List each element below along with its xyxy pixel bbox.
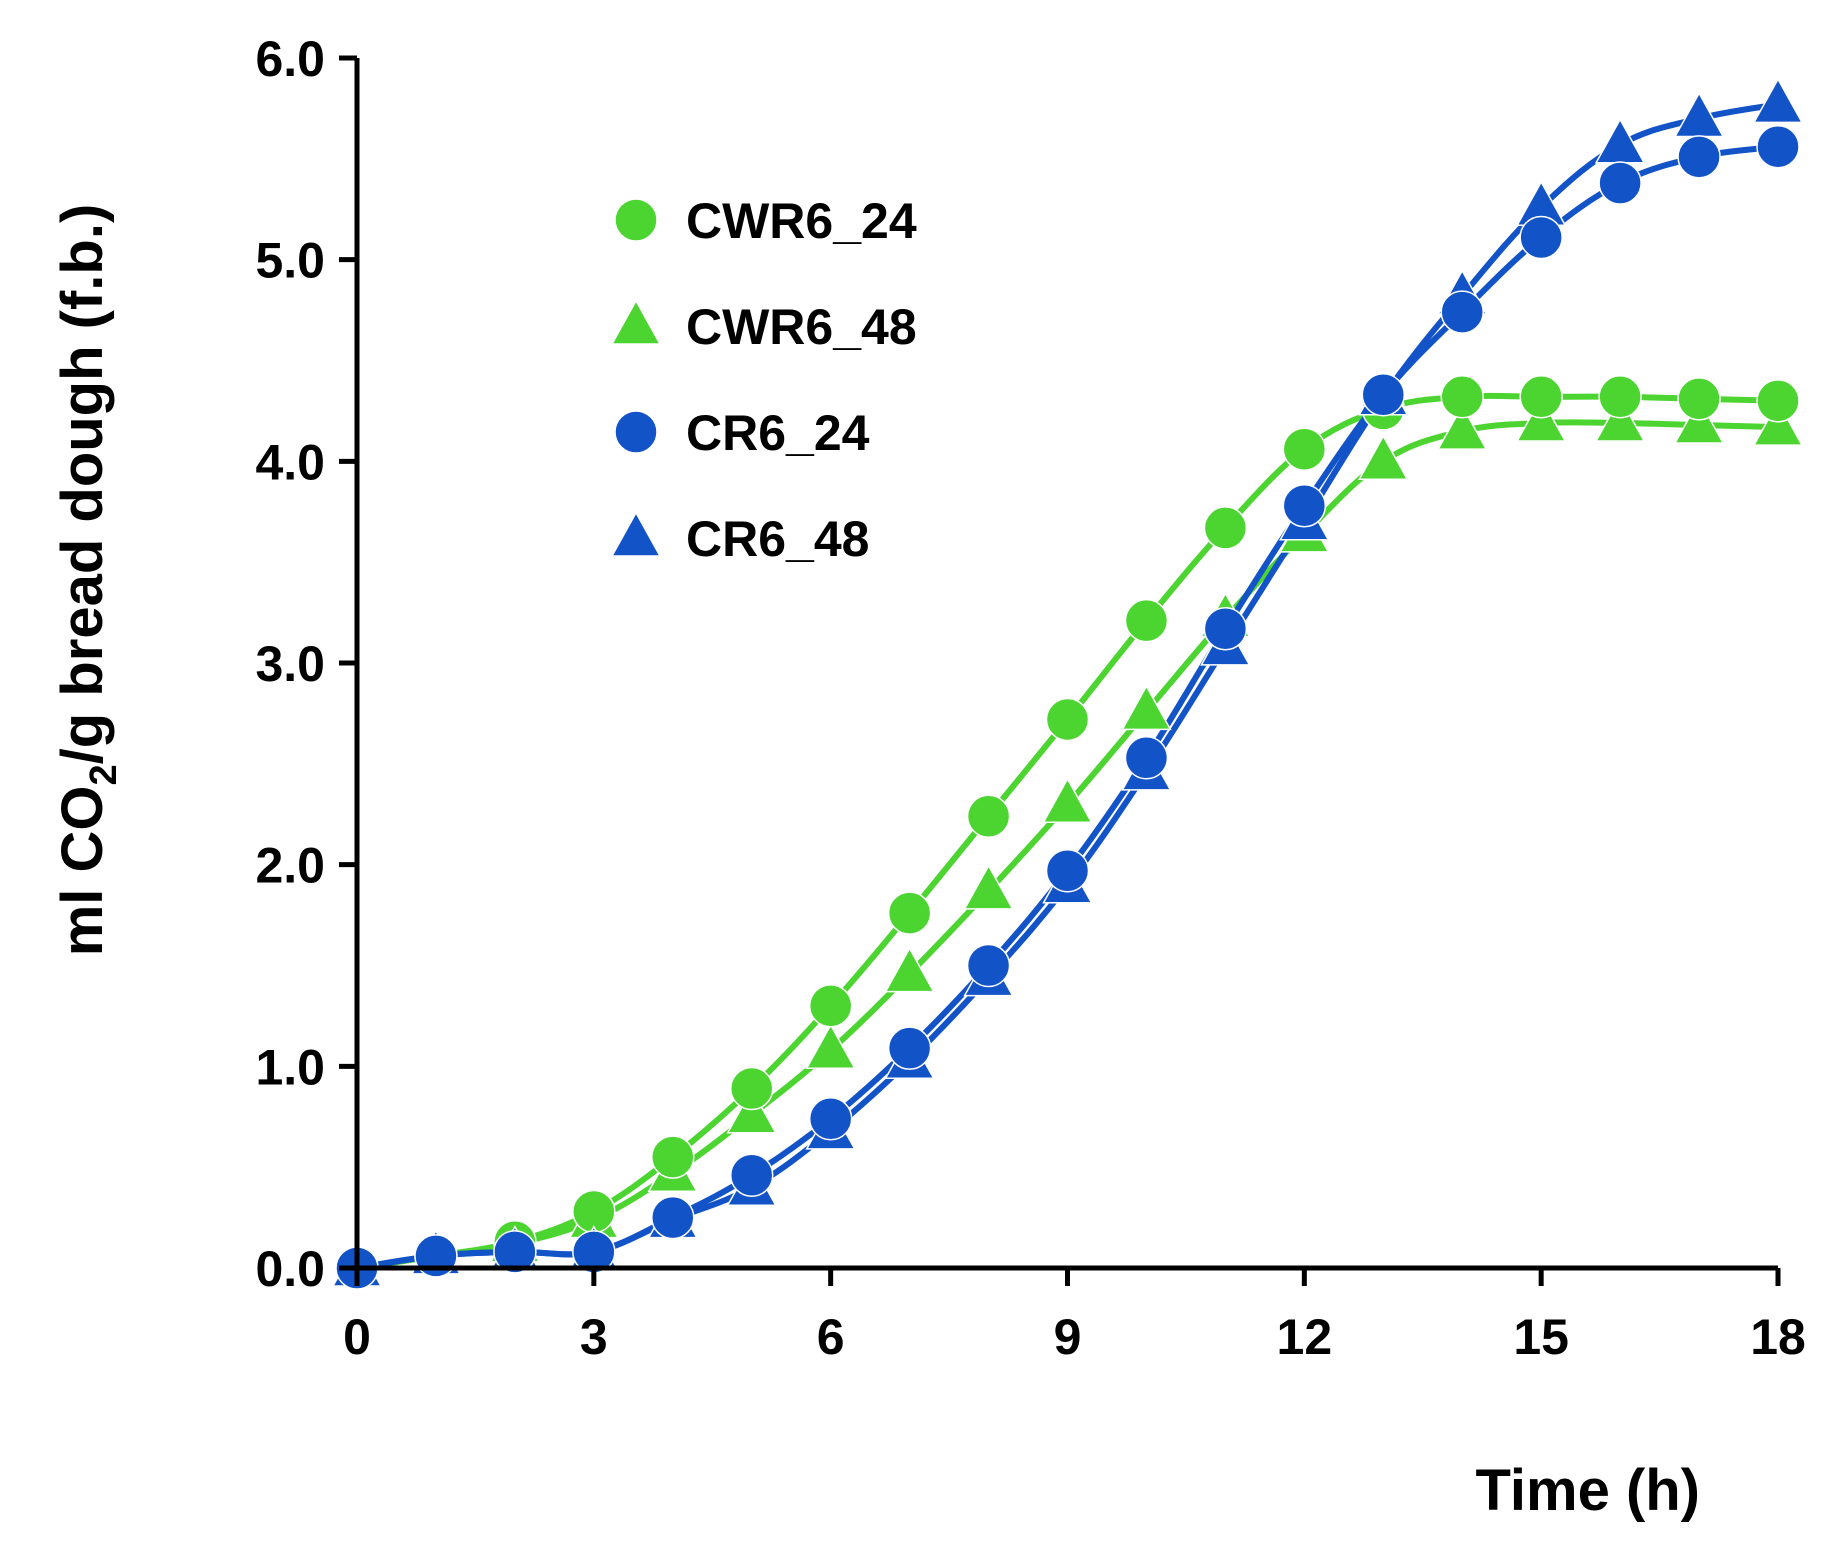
data-point-cr6-24-11 — [1203, 606, 1248, 651]
data-point-cwr6-48-13 — [1358, 434, 1409, 481]
legend-marker-cwr6-48 — [610, 299, 662, 345]
x-tick-label: 6 — [817, 1309, 845, 1365]
data-point-cwr6-48-8 — [963, 864, 1014, 910]
data-point-cwr6-24-4 — [651, 1135, 695, 1179]
x-axis-title: Time (h) — [1476, 1458, 1701, 1523]
data-point-cwr6-48-15 — [1515, 396, 1567, 442]
legend-label-cr6-48: CR6_48 — [686, 511, 869, 567]
series-line-cwr6-48 — [356, 419, 1779, 1271]
data-point-cwr6-48-9 — [1042, 777, 1093, 823]
data-point-cr6-48-16 — [1594, 117, 1646, 164]
data-point-cwr6-48-18 — [1752, 400, 1804, 446]
x-tick-label: 0 — [343, 1309, 371, 1365]
data-point-cr6-24-7 — [887, 1026, 932, 1070]
series-line-cr6-48 — [356, 101, 1779, 1271]
data-point-cwr6-24-15 — [1519, 375, 1563, 419]
data-point-cwr6-24-12 — [1282, 427, 1327, 471]
data-point-cwr6-24-11 — [1203, 506, 1248, 550]
data-point-cr6-24-14 — [1440, 290, 1484, 334]
y-axis-title-before: ml CO — [50, 785, 115, 956]
data-point-cwr6-24-10 — [1124, 598, 1169, 643]
y-tick-label: 5.0 — [255, 233, 325, 289]
x-tick-label: 9 — [1054, 1309, 1082, 1365]
y-tick-label: 6.0 — [255, 31, 325, 87]
data-point-cwr6-24-7 — [887, 891, 932, 935]
data-point-cr6-24-10 — [1124, 736, 1169, 780]
y-tick-label: 3.0 — [255, 636, 325, 692]
y-tick-label: 2.0 — [255, 838, 325, 894]
plot-area — [331, 77, 1804, 1290]
legend-label-cwr6-24: CWR6_24 — [686, 193, 917, 249]
data-point-cwr6-48-10 — [1121, 684, 1172, 731]
data-point-cr6-24-12 — [1282, 483, 1327, 528]
data-point-cr6-24-8 — [966, 943, 1011, 988]
series-markers-cwr6-24 — [335, 375, 1800, 1290]
series-markers-cwr6-48 — [331, 396, 1804, 1287]
legend-item-cr6-24: CR6_24 — [614, 405, 870, 461]
data-point-cr6-24-5 — [729, 1153, 774, 1197]
data-point-cwr6-48-14 — [1436, 404, 1488, 450]
data-point-cr6-24-9 — [1045, 848, 1090, 893]
x-tick-label: 15 — [1513, 1309, 1569, 1365]
x-tick-label: 3 — [580, 1309, 608, 1365]
legend: CWR6_24 CWR6_48 CR6_24 CR6_48 — [610, 193, 917, 567]
data-point-cwr6-48-6 — [805, 1023, 856, 1069]
y-axis-title-after: /g bread dough (f.b.) — [50, 204, 115, 765]
data-point-cr6-24-17 — [1677, 135, 1721, 179]
data-point-cr6-24-4 — [651, 1195, 695, 1240]
axes: 0.0 1.0 2.0 3.0 4.0 5.0 6.0 0 3 6 9 12 15 18 — [255, 31, 1805, 1365]
data-point-cr6-24-2 — [493, 1230, 537, 1274]
x-tick-label: 18 — [1750, 1309, 1806, 1365]
series-line-cwr6-24 — [356, 392, 1779, 1271]
data-point-cr6-24-1 — [414, 1234, 458, 1278]
data-point-cr6-24-6 — [808, 1097, 853, 1141]
y-axis-title-subscript: 2 — [83, 764, 125, 785]
legend-label-cr6-24: CR6_24 — [686, 405, 870, 461]
data-point-cr6-24-18 — [1756, 124, 1800, 169]
legend-label-cwr6-48: CWR6_48 — [686, 299, 917, 355]
data-point-cwr6-24-17 — [1677, 377, 1721, 421]
data-point-cwr6-48-5 — [726, 1087, 777, 1134]
legend-marker-cr6-24 — [614, 410, 658, 454]
series-markers-cr6-24 — [335, 124, 1800, 1290]
y-tick-label: 0.0 — [255, 1241, 325, 1297]
data-point-cwr6-24-9 — [1045, 697, 1090, 742]
data-point-cr6-24-16 — [1598, 161, 1642, 205]
data-point-cwr6-24-16 — [1598, 375, 1642, 419]
data-point-cwr6-24-6 — [808, 984, 853, 1028]
data-point-cwr6-24-5 — [729, 1066, 774, 1111]
data-point-cwr6-48-7 — [884, 946, 935, 993]
data-point-cwr6-48-17 — [1673, 398, 1725, 444]
legend-marker-cr6-48 — [610, 511, 662, 557]
data-point-cwr6-24-8 — [966, 794, 1011, 839]
data-point-cwr6-24-14 — [1440, 375, 1484, 419]
data-point-cwr6-24-18 — [1756, 379, 1800, 423]
legend-item-cr6-48: CR6_48 — [610, 511, 869, 567]
y-tick-label: 4.0 — [255, 434, 325, 490]
data-point-cr6-24-13 — [1361, 373, 1406, 417]
legend-item-cwr6-48: CWR6_48 — [610, 299, 917, 355]
y-tick-label: 1.0 — [255, 1039, 325, 1095]
y-axis-title: ml CO2/g bread dough (f.b.) — [50, 204, 125, 957]
data-point-cr6-24-15 — [1519, 215, 1563, 260]
legend-item-cwr6-24: CWR6_24 — [614, 193, 917, 249]
data-point-cr6-48-18 — [1752, 77, 1804, 124]
legend-marker-cwr6-24 — [614, 198, 658, 242]
x-tick-label: 12 — [1277, 1309, 1333, 1365]
series-markers-cr6-48 — [331, 77, 1804, 1287]
data-point-cwr6-48-16 — [1594, 396, 1646, 442]
